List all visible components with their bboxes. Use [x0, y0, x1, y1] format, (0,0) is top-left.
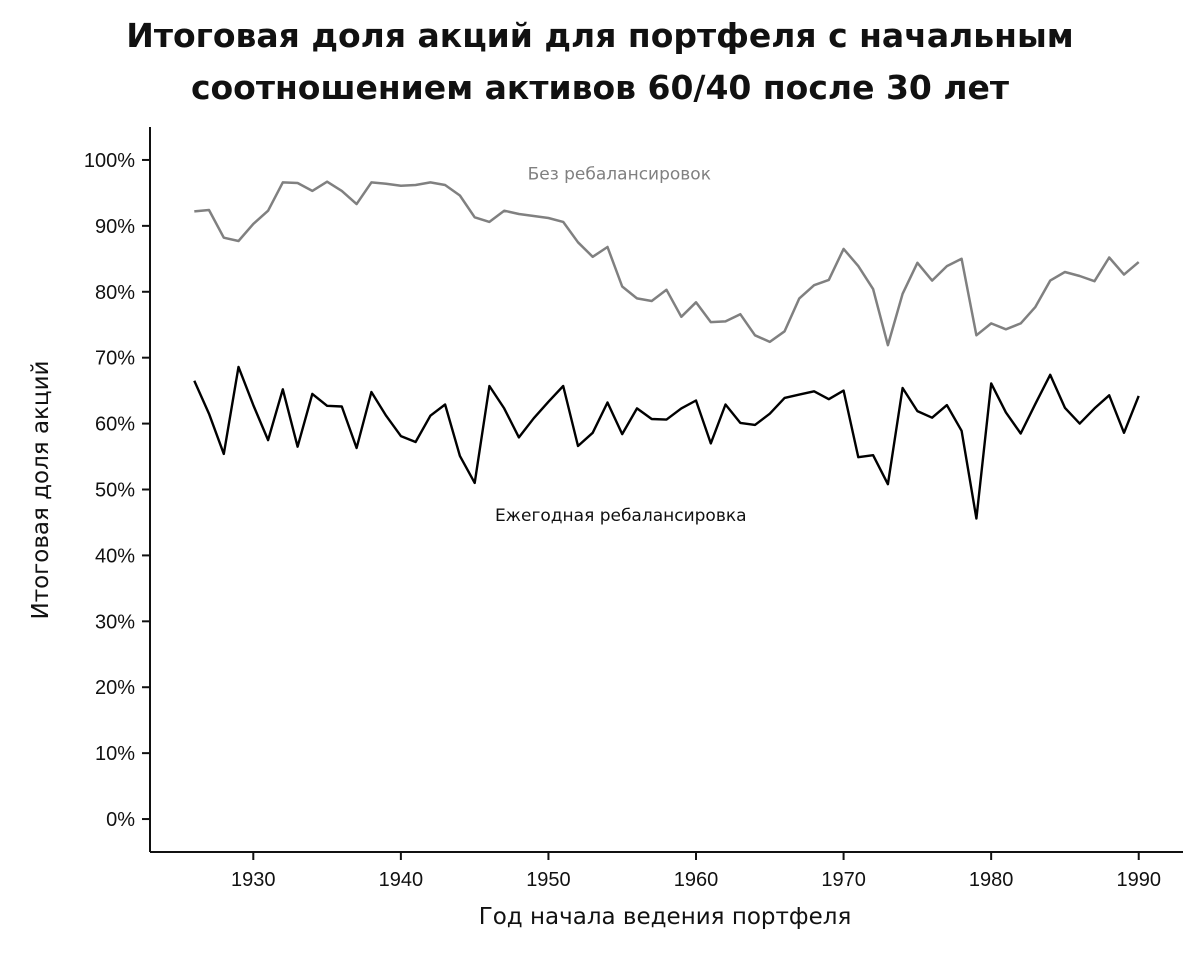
chart-title: Итоговая доля акций для портфеля с начал…: [0, 10, 1200, 114]
chart-title-line2: соотношением активов 60/40 после 30 лет: [190, 68, 1010, 107]
annotation-no-rebalancing: Без ребалансировок: [528, 165, 711, 185]
y-axis-label: Итоговая доля акций: [28, 361, 54, 620]
y-tick-label: 40%: [95, 545, 135, 567]
series-line-no-rebalancing: [194, 180, 1140, 347]
y-tick-label: 10%: [95, 743, 135, 765]
y-tick-label: 90%: [95, 216, 135, 238]
x-axis-label: Год начала ведения портфеля: [479, 904, 852, 930]
annotations: Без ребалансировок Ежегодная ребалансиров…: [495, 165, 747, 526]
axes: 0% 10% 20% 30% 40% 50% 60% 70% 80% 90% 100% 1930 194…: [84, 127, 1183, 891]
series-line-annual-rebalancing: [193, 365, 1140, 520]
x-tick-label: 1970: [821, 869, 866, 891]
series-group: [193, 180, 1140, 520]
x-tick-label: 1990: [1116, 869, 1161, 891]
y-tick-label: 50%: [95, 480, 135, 502]
x-tick-label: 1940: [379, 869, 424, 891]
y-tick-label: 100%: [84, 150, 135, 172]
annotation-annual-rebalancing: Ежегодная ребалансировка: [495, 506, 747, 526]
y-tick-label: 80%: [95, 282, 135, 304]
y-tick-label: 60%: [95, 414, 135, 436]
chart-title-line1: Итоговая доля акций для портфеля с начал…: [126, 16, 1074, 55]
y-tick-label: 30%: [95, 611, 135, 633]
x-tick-label: 1950: [526, 869, 571, 891]
y-tick-label: 0%: [106, 809, 135, 831]
x-tick-label: 1930: [231, 869, 276, 891]
y-tick-label: 20%: [95, 677, 135, 699]
y-tick-label: 70%: [95, 348, 135, 370]
x-tick-label: 1960: [674, 869, 719, 891]
x-tick-label: 1980: [969, 869, 1014, 891]
